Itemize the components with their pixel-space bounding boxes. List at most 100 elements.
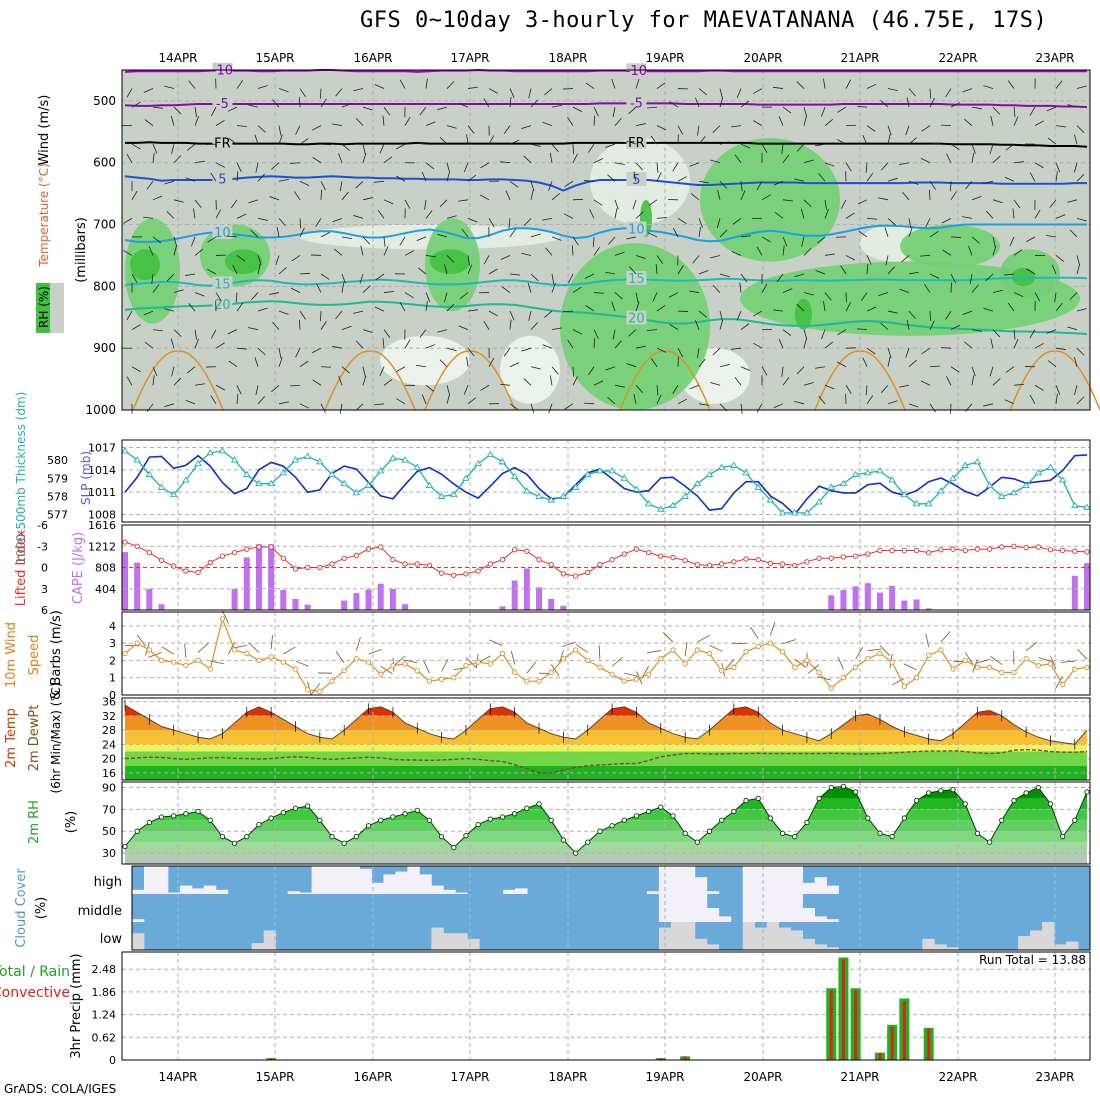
wind-barb-10m: [161, 646, 174, 655]
wind-barb: [656, 82, 666, 89]
wind-barb-10m: [310, 683, 321, 695]
wind-barb: [824, 208, 829, 219]
wind-barb: [712, 285, 721, 293]
wind-barb: [884, 227, 889, 238]
wind-barb: [530, 273, 539, 282]
wind-barb: [568, 273, 574, 284]
wind-barb: [710, 159, 721, 164]
rh-marker: [146, 819, 153, 826]
thickness-marker: [973, 457, 982, 465]
wind-barb: [782, 236, 788, 247]
cape-tick-label: 808: [95, 562, 116, 575]
wind-speed-marker: [207, 666, 213, 672]
wind-barb: [254, 134, 259, 145]
wind-barb: [341, 282, 345, 293]
wind-barb: [294, 191, 301, 201]
temp-band: [125, 730, 1087, 745]
wind-speed-marker: [828, 685, 834, 691]
wind-barb-10m: [662, 631, 674, 643]
li-marker: [207, 559, 213, 566]
wind-barb: [572, 144, 574, 155]
thickness-tick-label: 578: [47, 490, 68, 503]
rh-marker: [694, 839, 700, 845]
cape-tick-label: 1212: [88, 540, 116, 553]
wind-barb: [992, 106, 1001, 115]
cloud-low-cell: [754, 927, 768, 950]
wind-barb: [152, 106, 163, 109]
wind-barb: [1055, 385, 1061, 395]
wind-barb: [719, 363, 730, 368]
temp-tick-label: 32: [102, 710, 116, 723]
li-marker: [974, 546, 981, 552]
precip-convective-bar: [927, 1028, 931, 1060]
li-tick-label: -3: [37, 540, 48, 553]
wind-speed-marker: [268, 654, 274, 660]
wind-barb: [1047, 137, 1057, 145]
wind-barb: [572, 245, 574, 256]
cloud-low-cell: [1066, 941, 1079, 950]
rh-marker: [889, 834, 895, 840]
wind-barb: [761, 236, 771, 243]
wind-barb: [695, 320, 700, 330]
wind-barb: [446, 385, 450, 396]
cloud-high-cell: [215, 889, 229, 894]
wind-speed-marker: [499, 650, 506, 657]
wind-barb: [719, 229, 728, 238]
li-marker: [548, 562, 554, 568]
thickness-marker: [1058, 476, 1067, 483]
wind-barb: [866, 172, 874, 182]
wind-speed-marker: [974, 664, 981, 670]
cloud-low-cell: [1054, 944, 1067, 950]
cape-bar: [840, 590, 847, 610]
thickness-marker: [230, 456, 239, 463]
wind-barb: [362, 375, 367, 386]
wind-barb: [614, 199, 619, 210]
cloud-low-cell: [443, 933, 456, 950]
li-marker: [804, 559, 810, 565]
upper-wind-barbs: [122, 78, 1087, 414]
wind-barb: [1055, 255, 1065, 262]
li-marker: [171, 563, 177, 569]
wind-barb-10m: [441, 658, 449, 672]
wind-barb: [383, 236, 386, 247]
wind-barb: [801, 236, 805, 247]
wind-barb: [940, 347, 952, 349]
wind-speed-marker: [1084, 664, 1090, 670]
cape-bar: [304, 604, 311, 610]
wind-barb: [341, 366, 350, 374]
wind-speed-marker: [609, 671, 615, 677]
wind-barb: [334, 248, 343, 256]
li-marker: [597, 562, 603, 568]
cape-bar: [499, 606, 506, 610]
wind-barb: [1029, 394, 1036, 405]
cloud-high-cell: [383, 874, 396, 894]
wind-barb: [446, 171, 450, 182]
wind-barb: [698, 136, 706, 145]
cloud-high-cell: [814, 877, 827, 894]
rh-marker: [195, 808, 201, 815]
wind-barb: [572, 286, 582, 293]
wind-speed-marker: [536, 678, 542, 684]
wind-barb: [227, 106, 238, 112]
wind-barb: [509, 362, 520, 368]
wind-barb: [396, 143, 406, 150]
wind-barb: [612, 329, 616, 340]
temp-tick-label: 28: [102, 724, 116, 737]
wind-barb: [425, 162, 435, 170]
wind-barb: [1055, 162, 1061, 173]
wind-barb: [173, 289, 184, 293]
wind-barb: [374, 403, 385, 406]
temp-tick-label: 36: [102, 696, 116, 709]
cloud-high-cell: [802, 882, 815, 894]
wind-barb: [446, 125, 457, 129]
wind-barb: [908, 218, 912, 229]
li-marker: [585, 569, 591, 576]
cape-bar: [341, 600, 348, 610]
wind-barb: [250, 229, 259, 238]
cloud-middle-cell: [778, 894, 792, 922]
wind-barb: [530, 143, 541, 147]
wind-barb: [1046, 329, 1057, 334]
wind-barb: [824, 162, 835, 167]
thickness-marker: [352, 488, 361, 496]
cloud-high-cell: [646, 891, 660, 894]
